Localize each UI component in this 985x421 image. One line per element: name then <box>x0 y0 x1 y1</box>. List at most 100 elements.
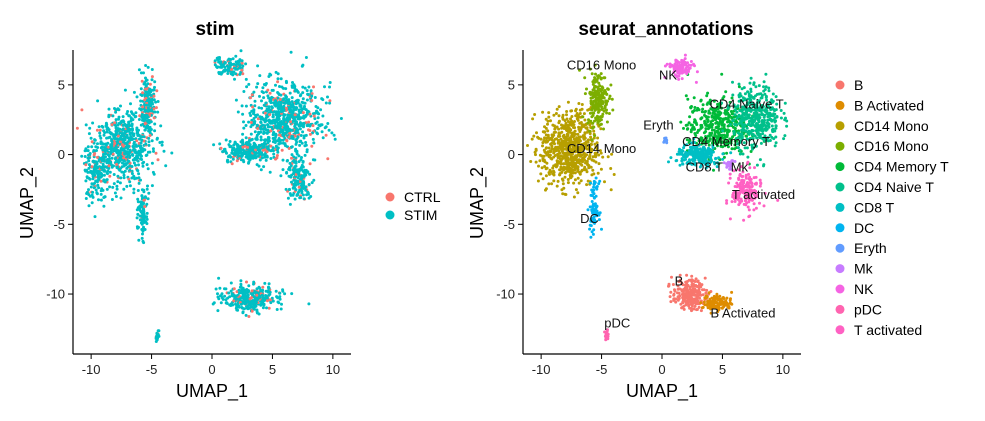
cell-point <box>277 111 281 114</box>
cell-point <box>249 125 253 129</box>
cell-point <box>756 116 760 120</box>
cell-point <box>250 93 254 97</box>
cell-point <box>583 165 587 169</box>
cell-point <box>547 146 551 150</box>
cell-point <box>227 291 231 295</box>
cell-point <box>132 140 136 144</box>
cell-point <box>534 160 538 164</box>
cell-point <box>86 156 90 160</box>
cell-point <box>99 146 103 150</box>
cell-point <box>545 166 549 170</box>
cell-point <box>122 187 126 191</box>
cell-point <box>270 106 274 110</box>
cell-point <box>137 118 141 121</box>
cell-point <box>541 144 544 148</box>
cell-point <box>310 144 314 148</box>
cell-point <box>278 291 282 295</box>
cell-point <box>84 163 88 167</box>
cell-point <box>700 283 704 287</box>
cell-point <box>596 108 600 111</box>
cell-point <box>761 119 765 123</box>
cell-point <box>532 134 536 138</box>
cell-point <box>592 78 596 82</box>
cell-point <box>132 161 136 165</box>
cell-point <box>599 89 603 93</box>
cell-point <box>288 202 292 206</box>
cell-point <box>274 144 278 148</box>
cell-point <box>718 294 722 298</box>
cell-point <box>132 187 136 191</box>
cell-point <box>303 115 307 119</box>
cell-point <box>90 165 94 169</box>
cell-point <box>699 293 703 297</box>
cell-point <box>294 127 298 130</box>
cell-point <box>290 153 294 157</box>
cell-point <box>152 107 156 111</box>
cell-point <box>114 156 118 160</box>
cell-point <box>87 176 91 180</box>
cell-point <box>562 136 566 140</box>
cell-point <box>693 304 697 308</box>
cell-point <box>245 85 249 89</box>
cell-point <box>544 126 548 130</box>
cell-point <box>244 136 248 140</box>
cell-point <box>150 75 154 79</box>
cell-point <box>132 191 136 195</box>
cell-point <box>296 180 300 183</box>
cell-point <box>742 86 746 90</box>
cell-point <box>581 160 584 164</box>
cell-point <box>276 72 280 76</box>
cell-point <box>740 117 744 121</box>
cell-point <box>749 123 753 127</box>
cell-point <box>255 137 259 141</box>
cell-point <box>293 113 297 117</box>
cell-point <box>297 185 301 189</box>
cell-point <box>239 302 243 306</box>
cell-point <box>694 284 698 287</box>
cell-point <box>537 164 540 168</box>
cell-point <box>602 127 605 131</box>
cell-point <box>670 275 673 279</box>
cell-point <box>667 160 670 164</box>
cell-point <box>132 148 135 152</box>
cell-point <box>90 201 94 205</box>
cell-point <box>297 110 301 113</box>
cell-point <box>156 110 160 114</box>
cell-point <box>296 168 300 172</box>
cell-point <box>277 138 281 142</box>
cell-point <box>115 162 119 166</box>
cell-point <box>142 207 145 211</box>
cell-point <box>150 161 154 165</box>
cell-point <box>574 107 578 111</box>
cell-point <box>244 77 248 81</box>
cell-point <box>668 295 672 299</box>
y-tick-label: -10 <box>46 287 65 302</box>
cell-point <box>250 309 254 313</box>
cell-point <box>141 105 145 109</box>
cell-point <box>255 152 259 155</box>
legend-key <box>385 210 395 220</box>
cell-point <box>585 160 589 164</box>
cell-point <box>268 91 272 95</box>
cell-point <box>592 99 596 103</box>
stim-x-label: UMAP_1 <box>176 381 248 402</box>
cell-point <box>292 172 295 176</box>
cell-point <box>304 108 308 112</box>
cell-point <box>154 151 158 155</box>
cell-point <box>223 65 227 69</box>
cell-point <box>688 287 692 291</box>
cell-point <box>721 129 725 133</box>
cell-point <box>565 113 568 117</box>
cell-point <box>682 304 686 308</box>
cell-point <box>693 288 697 292</box>
cell-point <box>107 113 111 117</box>
cell-point <box>125 152 129 156</box>
cell-point <box>137 163 140 167</box>
cell-point <box>576 169 580 173</box>
cell-point <box>260 90 264 94</box>
cell-point <box>122 159 126 163</box>
cell-point <box>689 306 693 310</box>
cell-point <box>568 170 571 174</box>
cell-point <box>241 64 245 68</box>
